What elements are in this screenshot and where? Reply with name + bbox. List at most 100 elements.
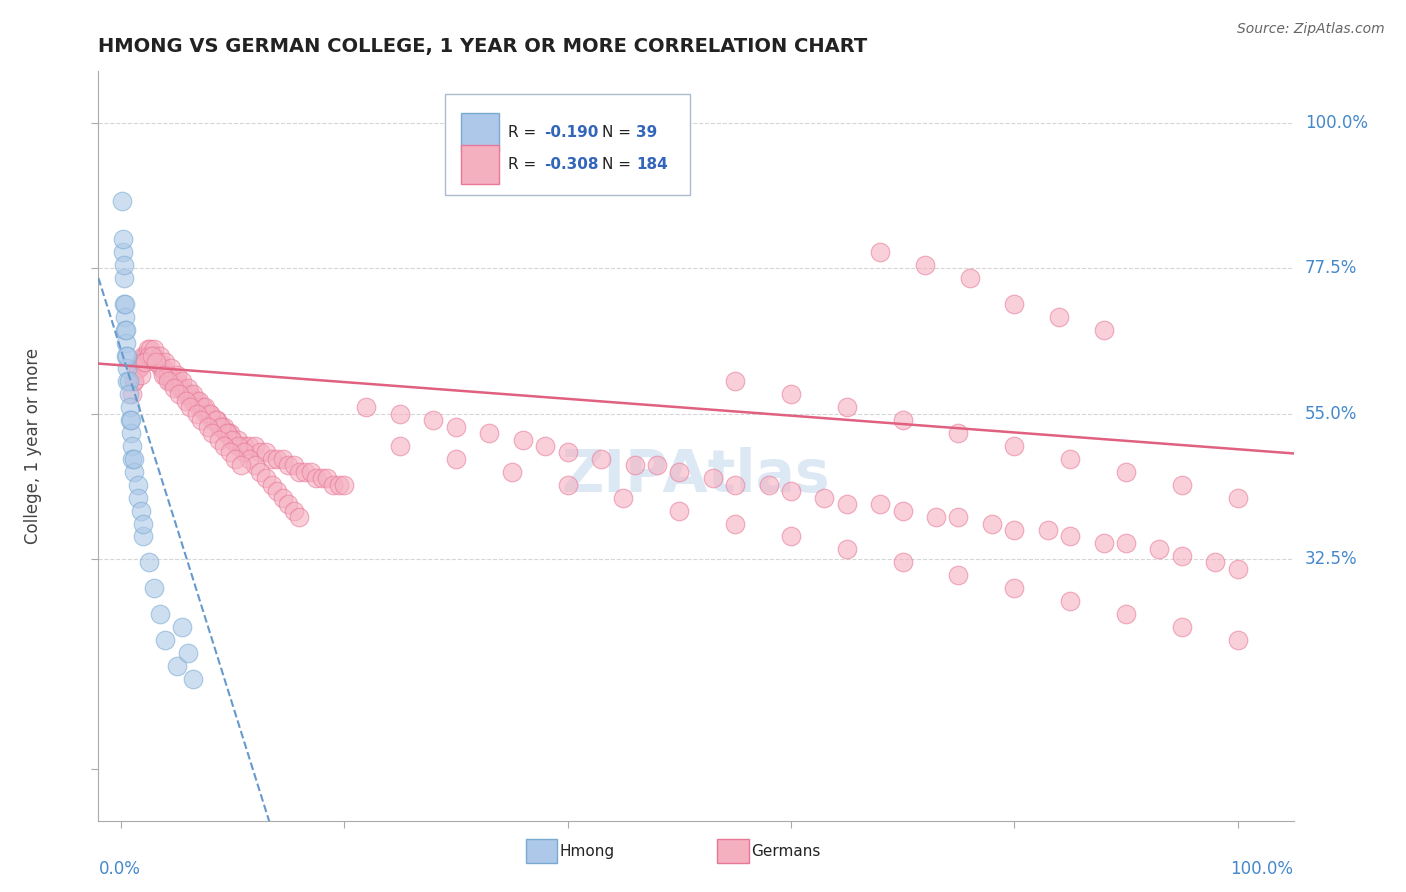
Point xyxy=(780,529,803,543)
Point xyxy=(226,439,249,453)
Point xyxy=(243,439,266,453)
Point xyxy=(478,426,501,441)
Text: R =: R = xyxy=(509,125,541,139)
Point xyxy=(232,445,254,459)
Point xyxy=(1204,555,1226,569)
Point xyxy=(231,458,253,473)
Point xyxy=(136,342,159,356)
Point xyxy=(534,439,557,453)
Point xyxy=(948,510,970,524)
Point xyxy=(141,349,163,363)
Point xyxy=(238,439,260,453)
Point xyxy=(174,387,197,401)
Point xyxy=(143,581,166,595)
Point xyxy=(208,433,231,447)
Point xyxy=(835,401,858,415)
Point xyxy=(238,451,260,466)
Point xyxy=(208,419,231,434)
Point xyxy=(122,451,145,466)
Point xyxy=(219,445,242,459)
Point xyxy=(172,375,194,389)
Text: -0.308: -0.308 xyxy=(544,157,599,172)
Point xyxy=(668,503,690,517)
Point xyxy=(197,419,219,434)
Point xyxy=(167,387,190,401)
Point xyxy=(141,349,163,363)
Point xyxy=(501,465,523,479)
Point xyxy=(249,465,271,479)
Point xyxy=(117,375,139,389)
Point xyxy=(209,419,232,434)
Point xyxy=(132,516,155,531)
Point xyxy=(121,451,143,466)
Point xyxy=(1115,465,1137,479)
Point xyxy=(172,381,194,395)
Point xyxy=(266,451,288,466)
Point xyxy=(204,413,226,427)
Point xyxy=(166,368,188,382)
Point xyxy=(139,342,162,356)
Point xyxy=(260,477,283,491)
FancyBboxPatch shape xyxy=(461,145,499,184)
Text: 100.0%: 100.0% xyxy=(1305,114,1368,132)
Point xyxy=(114,310,136,324)
Point xyxy=(226,433,249,447)
Point xyxy=(183,672,205,686)
Point xyxy=(1092,323,1115,337)
Point xyxy=(155,632,177,647)
Point xyxy=(132,355,155,369)
Point xyxy=(271,491,294,505)
Point xyxy=(948,568,970,582)
Point xyxy=(163,381,186,395)
Point xyxy=(145,355,167,369)
Point xyxy=(132,349,155,363)
Point xyxy=(724,516,747,531)
Point xyxy=(212,439,235,453)
Point xyxy=(623,458,645,473)
Point xyxy=(120,426,142,441)
Point xyxy=(780,387,803,401)
Point xyxy=(152,368,174,382)
Text: 32.5%: 32.5% xyxy=(1305,550,1357,568)
Point xyxy=(959,271,981,285)
Point xyxy=(111,232,134,246)
Text: HMONG VS GERMAN COLLEGE, 1 YEAR OR MORE CORRELATION CHART: HMONG VS GERMAN COLLEGE, 1 YEAR OR MORE … xyxy=(98,37,868,56)
Point xyxy=(444,451,467,466)
Point xyxy=(219,426,242,441)
Point xyxy=(125,361,148,376)
Point xyxy=(356,401,378,415)
Point xyxy=(891,555,914,569)
Point xyxy=(249,445,271,459)
Point xyxy=(181,393,204,408)
Point xyxy=(1059,451,1081,466)
Text: 184: 184 xyxy=(637,157,668,172)
Point xyxy=(177,387,200,401)
Point xyxy=(122,375,145,389)
Point xyxy=(172,620,194,634)
Point xyxy=(129,355,152,369)
Point xyxy=(260,451,283,466)
Point xyxy=(187,393,209,408)
Point xyxy=(1047,310,1070,324)
Point xyxy=(1226,562,1249,576)
Point xyxy=(187,401,209,415)
Point xyxy=(138,555,160,569)
Point xyxy=(179,401,201,415)
Point xyxy=(193,401,215,415)
Point xyxy=(981,516,1004,531)
Point xyxy=(322,477,344,491)
Point xyxy=(160,375,183,389)
Point xyxy=(780,484,803,499)
Point xyxy=(299,465,322,479)
Point xyxy=(177,381,200,395)
Point xyxy=(271,451,294,466)
Point xyxy=(217,426,239,441)
Point xyxy=(143,349,166,363)
Point xyxy=(111,194,134,208)
Point xyxy=(891,503,914,517)
Point xyxy=(212,419,235,434)
Point xyxy=(155,368,177,382)
Point xyxy=(813,491,835,505)
Point xyxy=(215,426,238,441)
Point xyxy=(149,607,172,621)
